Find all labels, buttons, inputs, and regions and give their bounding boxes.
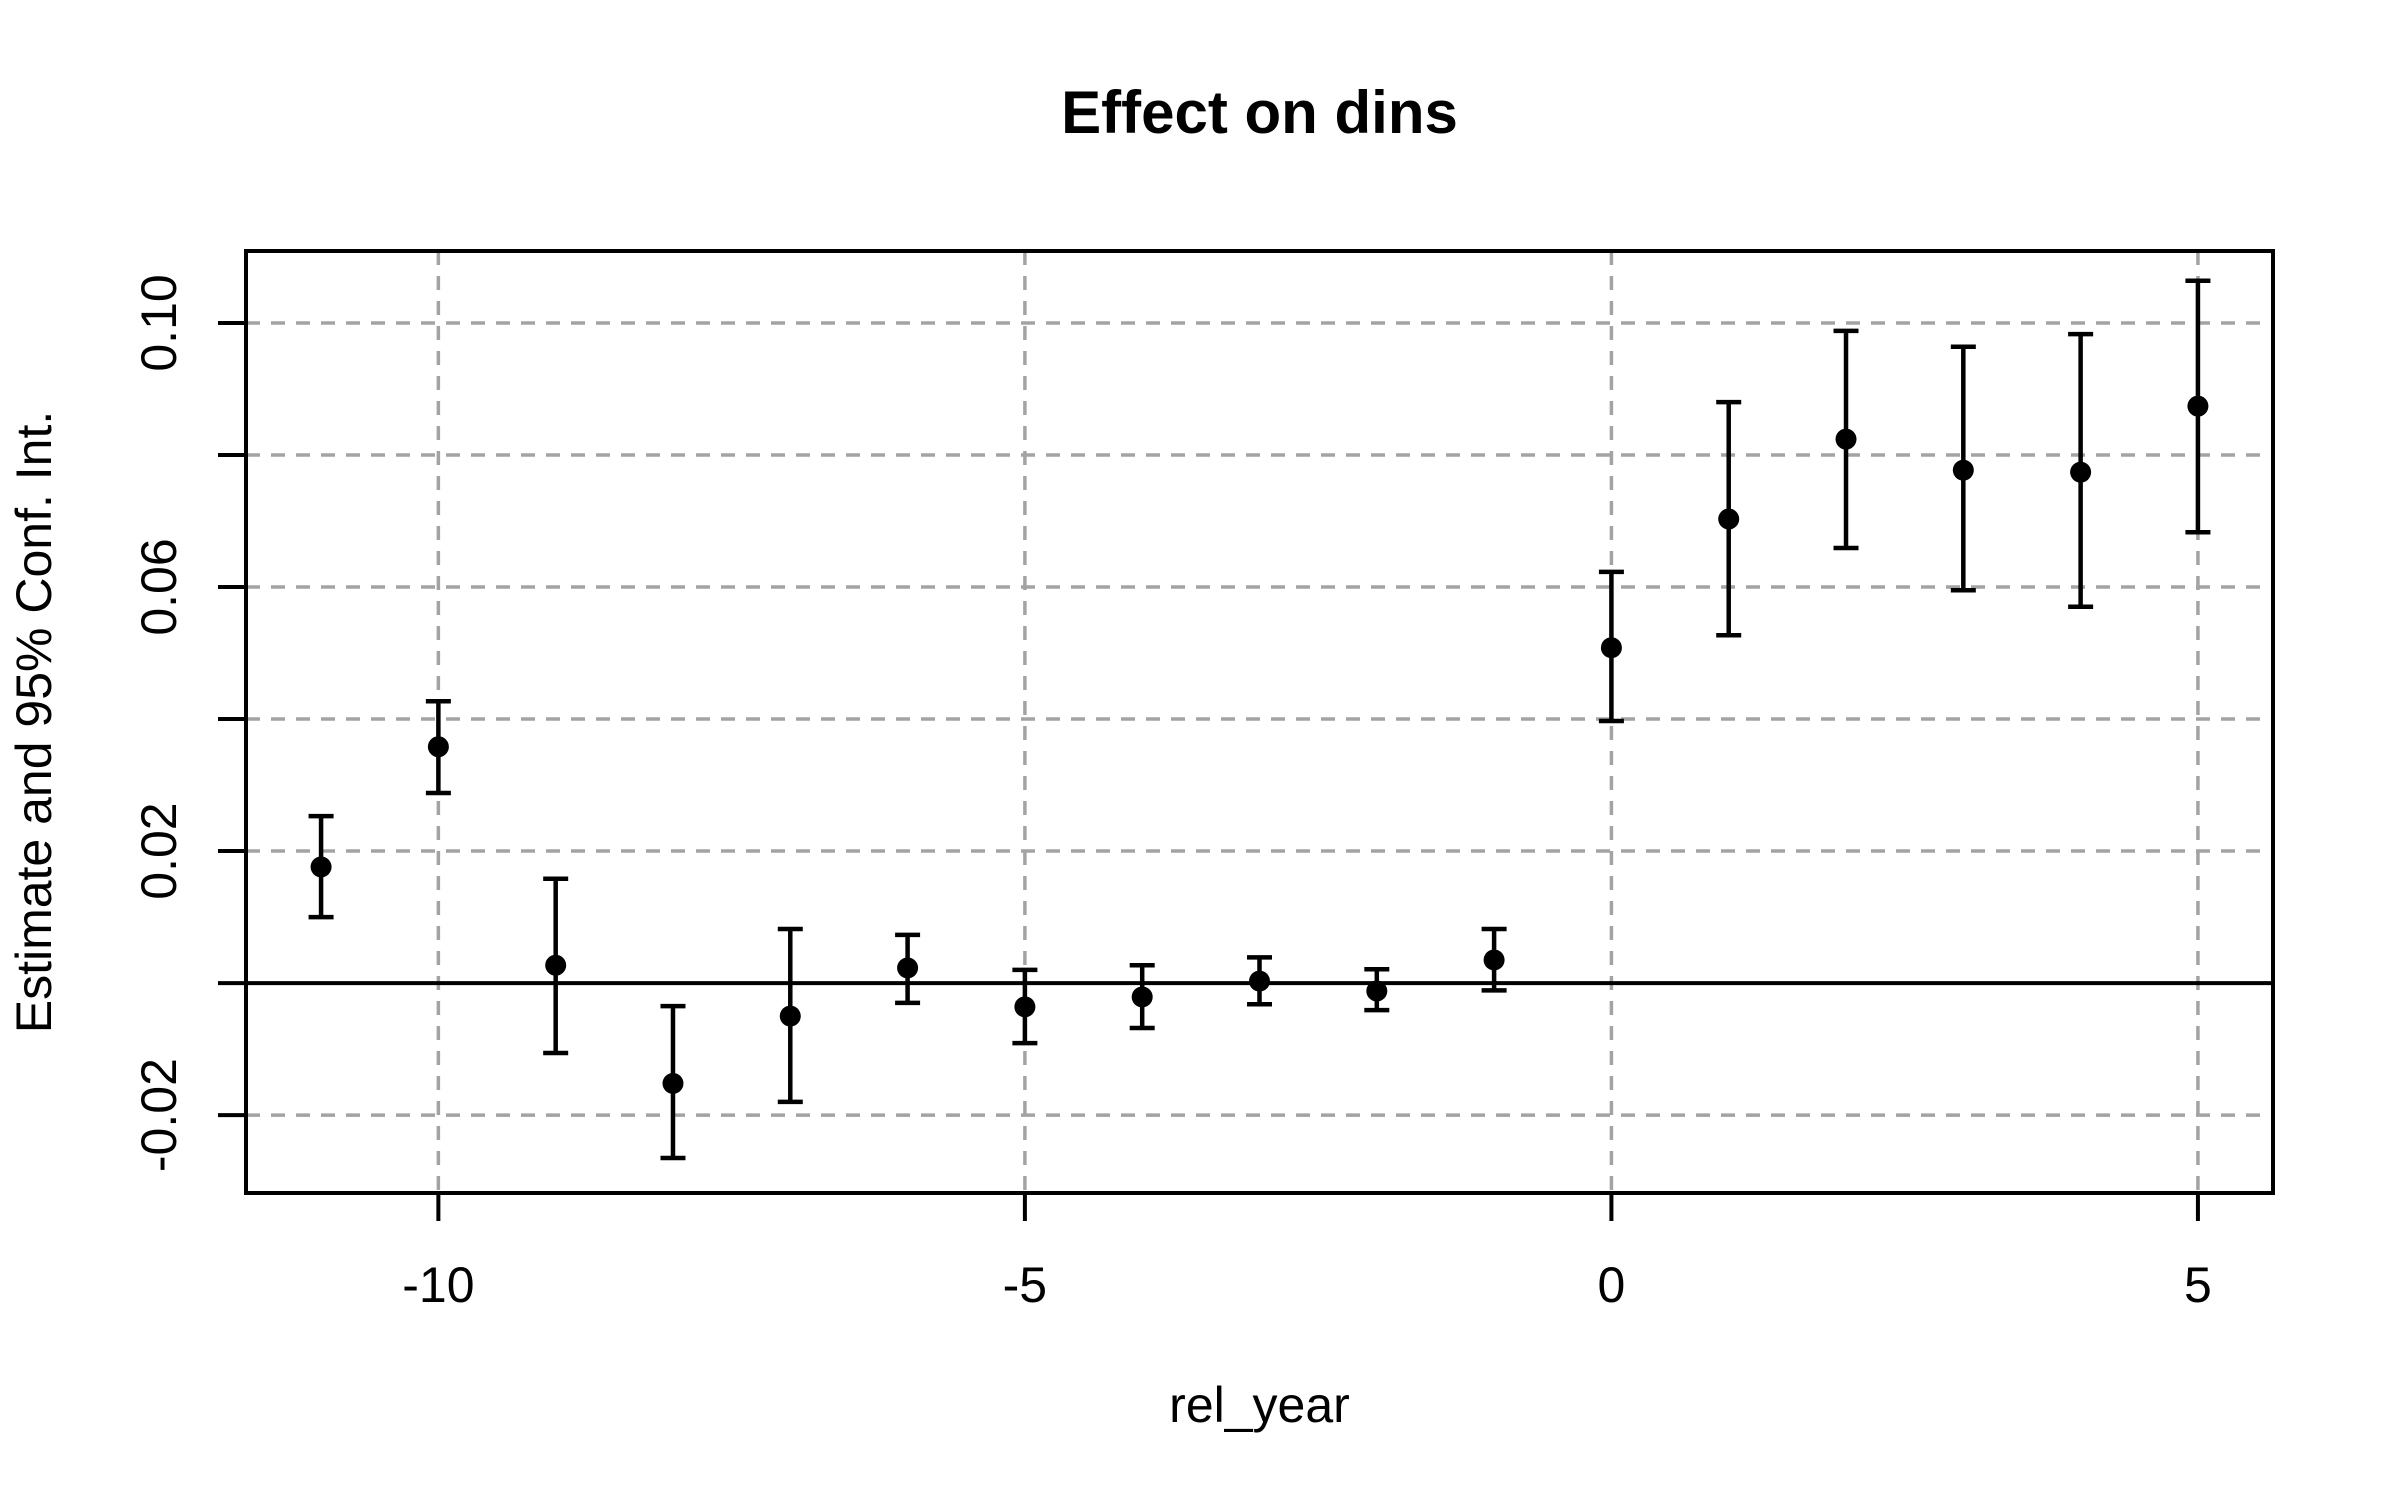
- x-tick-label: -5: [1003, 1257, 1047, 1313]
- data-point: [1600, 637, 1622, 659]
- data-point: [545, 954, 567, 976]
- data-point: [427, 736, 449, 758]
- data-point: [897, 957, 919, 979]
- y-tick-label: 0.02: [131, 802, 187, 899]
- data-point: [1366, 980, 1388, 1002]
- data-point: [2187, 395, 2209, 417]
- data-point: [1835, 428, 1857, 450]
- data-point: [662, 1072, 684, 1094]
- data-point: [1014, 996, 1036, 1018]
- x-axis-label: rel_year: [1169, 1377, 1350, 1433]
- plot-border: [244, 249, 2275, 1195]
- data-point: [1249, 970, 1270, 992]
- x-tick-label: -10: [402, 1257, 474, 1313]
- data-point: [2070, 461, 2092, 483]
- data-point: [1952, 459, 1974, 481]
- data-point: [1131, 986, 1153, 1008]
- y-tick-label: -0.02: [131, 1058, 187, 1172]
- y-tick-label: 0.06: [131, 538, 187, 635]
- data-point: [779, 1005, 801, 1027]
- y-tick-label: 0.10: [131, 274, 187, 371]
- y-axis-label: Estimate and 95% Conf. Int.: [6, 410, 62, 1034]
- data-point: [310, 856, 332, 878]
- x-tick-label: 0: [1598, 1257, 1626, 1313]
- x-tick-label: 5: [2184, 1257, 2212, 1313]
- data-point: [1483, 949, 1505, 971]
- data-point: [1718, 508, 1740, 530]
- chart-title: Effect on dins: [1061, 79, 1458, 146]
